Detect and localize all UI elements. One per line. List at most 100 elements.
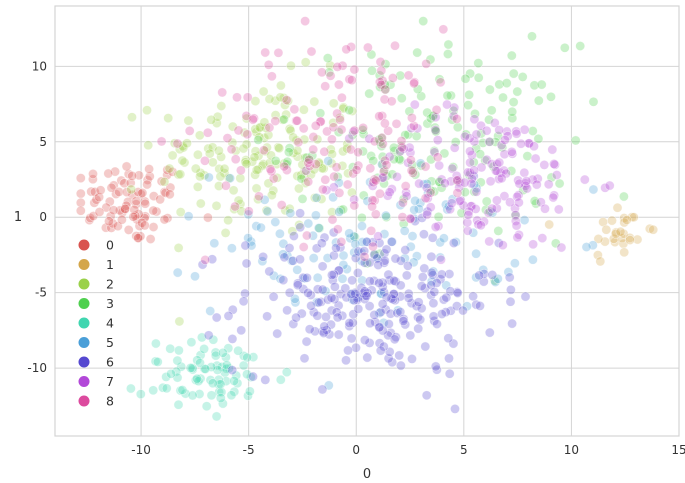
scatter-point xyxy=(357,275,367,286)
scatter-point xyxy=(243,233,253,243)
scatter-point xyxy=(129,204,140,215)
scatter-point xyxy=(298,242,309,252)
legend-marker xyxy=(78,356,90,368)
scatter-point xyxy=(421,390,432,401)
scatter-point xyxy=(604,180,615,191)
scatter-point xyxy=(116,175,127,186)
scatter-point xyxy=(368,155,379,166)
scatter-point xyxy=(75,188,86,199)
scatter-point xyxy=(164,163,175,174)
scatter-point xyxy=(345,144,356,155)
scatter-point xyxy=(404,142,415,153)
scatter-point xyxy=(173,399,184,410)
scatter-point xyxy=(539,159,550,170)
scatter-point xyxy=(473,72,484,83)
scatter-point xyxy=(104,196,115,207)
scatter-point xyxy=(422,193,433,204)
scatter-point xyxy=(448,238,459,248)
scatter-point xyxy=(411,131,422,141)
scatter-point xyxy=(210,347,221,358)
scatter-point xyxy=(397,212,408,222)
scatter-point xyxy=(481,196,492,207)
scatter-point xyxy=(349,200,360,211)
scatter-point xyxy=(581,242,592,252)
y-tick-label: -10 xyxy=(27,361,47,375)
scatter-point xyxy=(222,133,233,143)
scatter-point xyxy=(494,157,505,168)
scatter-point xyxy=(306,300,316,311)
scatter-point xyxy=(90,186,100,197)
scatter-point xyxy=(270,217,281,227)
scatter-point xyxy=(264,158,275,168)
scatter-point xyxy=(483,207,494,218)
scatter-point xyxy=(226,144,237,155)
legend: 0 1 2 3 4 5 6 7 8 xyxy=(78,238,114,409)
scatter-point xyxy=(136,217,147,228)
legend-label: 0 xyxy=(106,238,114,253)
scatter-point xyxy=(219,163,230,174)
scatter-point xyxy=(375,345,386,356)
scatter-point xyxy=(268,291,279,302)
scatter-point xyxy=(335,114,345,125)
scatter-point xyxy=(448,338,459,349)
scatter-point xyxy=(215,379,226,390)
scatter-point xyxy=(377,277,388,288)
scatter-point xyxy=(387,357,398,368)
scatter-point xyxy=(249,113,259,124)
scatter-point xyxy=(422,178,432,189)
scatter-point xyxy=(381,244,392,255)
scatter-point xyxy=(266,190,277,200)
scatter-point xyxy=(263,59,274,70)
scatter-point xyxy=(285,208,296,218)
scatter-point xyxy=(432,135,443,145)
scatter-point xyxy=(284,287,295,298)
scatter-point xyxy=(319,321,330,332)
scatter-point xyxy=(332,312,343,323)
scatter-point xyxy=(284,143,295,153)
scatter-point xyxy=(326,134,337,145)
scatter-point xyxy=(414,178,424,189)
legend-marker xyxy=(78,239,90,251)
scatter-point xyxy=(127,112,137,123)
scatter-point xyxy=(228,185,239,196)
scatter-point xyxy=(274,143,285,154)
scatter-point xyxy=(430,361,441,372)
scatter-point xyxy=(398,194,409,204)
scatter-point xyxy=(284,123,295,134)
scatter-point xyxy=(148,191,159,201)
scatter-point xyxy=(140,198,151,209)
scatter-point xyxy=(519,215,530,225)
scatter-point xyxy=(644,223,655,234)
scatter-point xyxy=(283,147,294,157)
scatter-point xyxy=(392,171,402,182)
scatter-point xyxy=(316,238,327,249)
scatter-point xyxy=(364,88,375,99)
scatter-point xyxy=(126,184,137,195)
scatter-point xyxy=(299,353,310,364)
y-tick-label: 10 xyxy=(32,59,47,73)
scatter-point xyxy=(421,58,432,69)
scatter-point xyxy=(159,176,170,187)
legend-label: 6 xyxy=(106,355,114,370)
scatter-point xyxy=(121,161,132,172)
scatter-point xyxy=(475,220,486,231)
scatter-point xyxy=(172,355,183,366)
scatter-point xyxy=(231,370,242,381)
scatter-point xyxy=(212,111,223,122)
scatter-point xyxy=(513,190,524,200)
scatter-point xyxy=(522,183,532,194)
scatter-point xyxy=(303,287,313,298)
scatter-point xyxy=(505,284,516,295)
scatter-point xyxy=(406,112,417,123)
scatter-point xyxy=(412,47,423,58)
scatter-point xyxy=(278,275,289,285)
scatter-point xyxy=(379,229,390,239)
scatter-point xyxy=(386,96,397,107)
scatter-point xyxy=(289,104,300,115)
scatter-point xyxy=(295,222,306,233)
scatter-point xyxy=(374,322,385,333)
scatter-point xyxy=(469,114,480,125)
scatter-point xyxy=(317,261,328,272)
legend-label: 5 xyxy=(106,335,114,350)
scatter-point xyxy=(403,129,414,140)
